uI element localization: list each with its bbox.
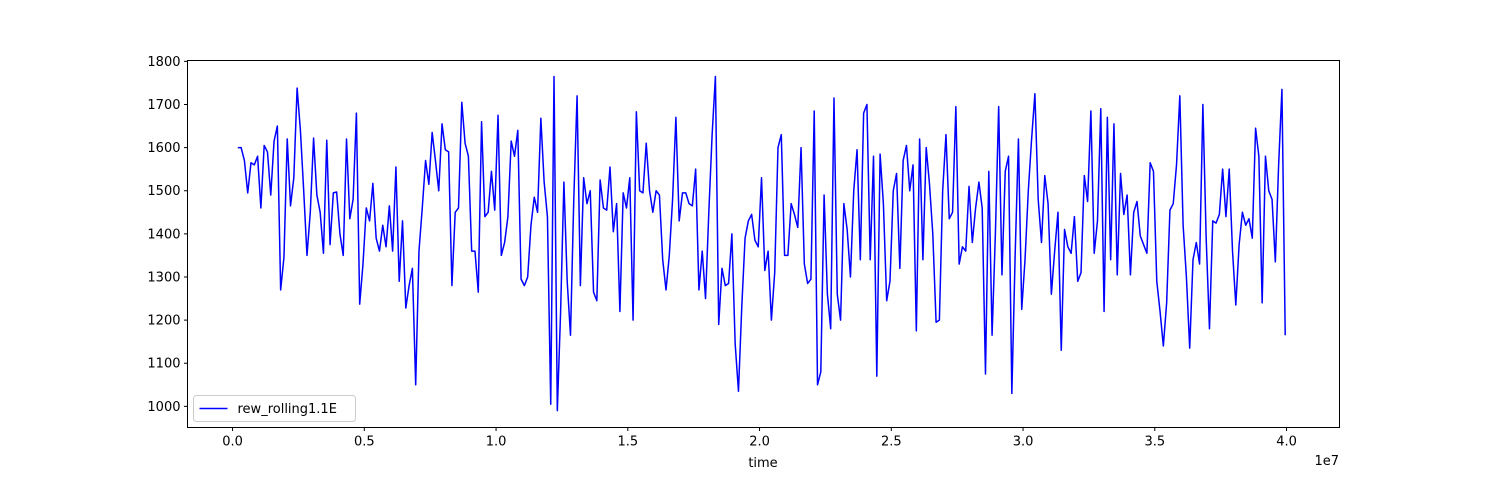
- y-tick-label: 1200: [147, 314, 180, 329]
- data-line: [237, 75, 1286, 412]
- axes-frame: [187, 60, 1340, 428]
- y-tick-label: 1300: [147, 270, 180, 285]
- x-tick-label: 3.5: [1144, 435, 1165, 450]
- y-tick-label: 1600: [147, 141, 180, 156]
- x-tick-label: 0.0: [222, 435, 243, 450]
- x-axis-label: time: [748, 456, 777, 471]
- y-tick-label: 1100: [147, 357, 180, 372]
- legend-box: [193, 395, 356, 422]
- x-tick-label: 4.0: [1276, 435, 1297, 450]
- x-offset-label: 1e7: [1314, 454, 1339, 469]
- y-tick-label: 1800: [147, 55, 180, 70]
- y-tick-label: 1000: [147, 400, 180, 415]
- legend: rew_rolling1.1E: [193, 395, 356, 422]
- x-tick-label: 0.5: [354, 435, 375, 450]
- y-tick-label: 1400: [147, 227, 180, 242]
- legend-label: rew_rolling1.1E: [238, 402, 337, 417]
- y-tick-label: 1700: [147, 98, 180, 113]
- x-tick-label: 2.0: [749, 435, 770, 450]
- y-tick-label: 1500: [147, 184, 180, 199]
- plot-area: [237, 75, 1286, 412]
- x-tick-label: 2.5: [881, 435, 902, 450]
- x-tick-label: 1.5: [617, 435, 638, 450]
- x-tick-label: 1.0: [486, 435, 507, 450]
- x-tick-label: 3.0: [1013, 435, 1034, 450]
